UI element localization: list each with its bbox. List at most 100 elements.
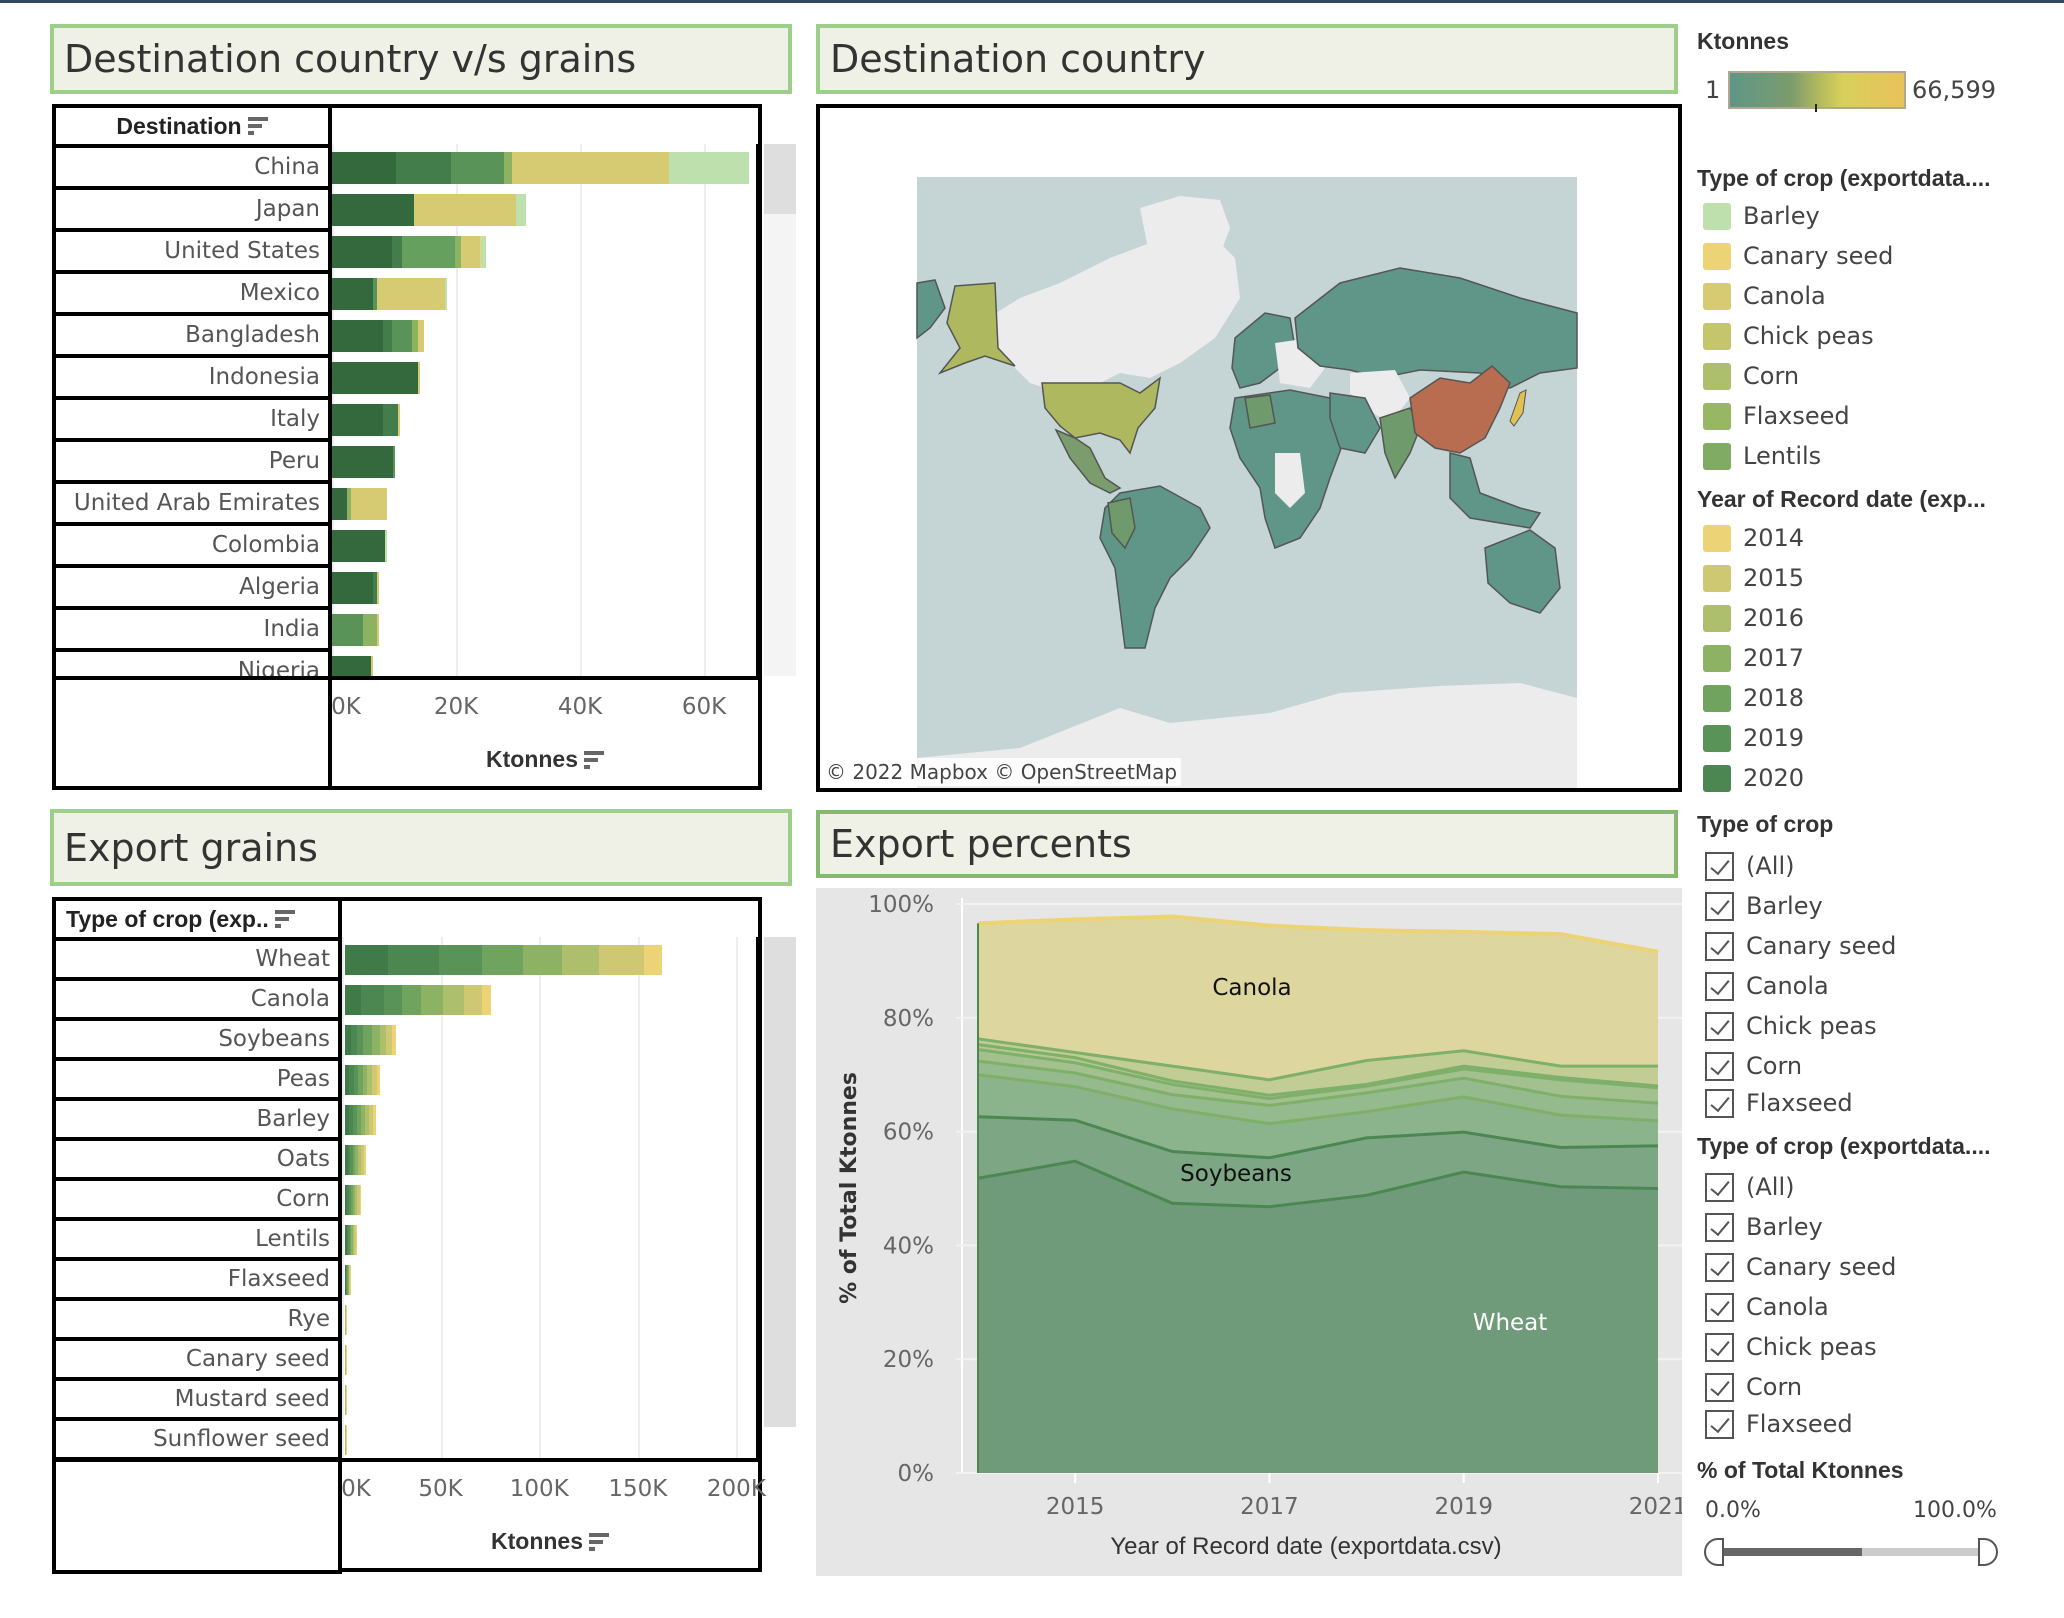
destination-bar-segment[interactable] [346,488,351,520]
destination-row-label[interactable]: Japan [52,186,332,232]
crop-bar-segment[interactable] [348,1105,354,1135]
crop-bar-segment[interactable] [379,1025,386,1055]
destination-row-label[interactable]: United States [52,228,332,274]
crop-bar-segment[interactable] [387,945,440,975]
checkbox-checked[interactable] [1705,891,1734,921]
crop-filter-option[interactable]: Flaxseed [1690,1088,1853,1118]
destination-bar-segment[interactable] [332,656,372,676]
destination-row-label[interactable]: Colombia [52,522,332,568]
crop-bar-segment[interactable] [420,985,444,1015]
crop-bar-segment[interactable] [347,1145,351,1175]
destination-bar-segment[interactable] [383,320,392,352]
destination-bar-segment[interactable] [377,614,380,646]
destination-row-label[interactable]: Indonesia [52,354,332,400]
crop-legend-item[interactable]: Canary seed [1697,242,1893,270]
checkbox-checked[interactable] [1705,971,1734,1001]
crop-bar-segment[interactable] [345,1025,352,1055]
destination-bar-segment[interactable] [391,320,412,352]
crop-bar-segment[interactable] [371,1025,380,1055]
destination-bar-segment[interactable] [481,236,486,268]
destination-bar-segment[interactable] [371,656,373,676]
checkbox-checked[interactable] [1705,1172,1734,1202]
crop-bar-segment[interactable] [367,1065,373,1095]
crop-filter-2-option[interactable]: (All) [1690,1169,1794,1205]
crop-bar-segment[interactable] [345,1305,347,1335]
crop-bar-segment[interactable] [363,1025,372,1055]
crop-bar-segment[interactable] [383,985,403,1015]
export-grains-scrollbar-thumb[interactable] [764,937,796,1427]
crop-filter-2-option[interactable]: Canola [1690,1289,1829,1325]
crop-bar-segment[interactable] [356,1225,358,1255]
destination-bar-segment[interactable] [332,362,419,394]
crop-bar-segment[interactable] [357,1025,364,1055]
checkbox-checked[interactable] [1705,1332,1734,1362]
pct-slider-track[interactable] [1862,1548,1980,1556]
destination-scrollbar-thumb[interactable] [764,144,796,214]
year-legend-item[interactable]: 2019 [1697,724,1804,752]
crop-filter-option[interactable]: Canola [1690,968,1829,1004]
sort-icon[interactable] [589,1532,609,1551]
export-grains-axis-title[interactable]: Ktonnes [342,1528,758,1555]
destination-bar-segment[interactable] [332,446,394,478]
crop-bar-segment[interactable] [348,1065,354,1095]
crop-filter-2-option[interactable]: Corn [1690,1369,1802,1405]
world-map[interactable] [820,108,1678,788]
crop-row-label[interactable]: Wheat [52,937,342,981]
crop-bar-segment[interactable] [346,1265,347,1295]
destination-bar-segment[interactable] [451,152,504,184]
crop-bar-segment[interactable] [523,945,562,975]
crop-filter-2-option[interactable]: Barley [1690,1209,1823,1245]
crop-bar-segment[interactable] [345,1265,347,1295]
crop-bar-segment[interactable] [352,1225,355,1255]
crop-bar-segment[interactable] [463,985,483,1015]
crop-bar-segment[interactable] [348,1225,350,1255]
crop-legend-item[interactable]: Corn [1697,362,1799,390]
destination-bar-segment[interactable] [385,530,388,562]
destination-bar-segment[interactable] [511,152,670,184]
crop-bar-segment[interactable] [355,1185,358,1215]
crop-filter-option[interactable]: Canary seed [1690,928,1896,964]
crop-bar-segment[interactable] [365,1105,370,1135]
crop-bar-segment[interactable] [369,1105,374,1135]
destination-bar-segment[interactable] [444,278,447,310]
crop-bar-segment[interactable] [482,945,524,975]
crop-bar-segment[interactable] [643,945,663,975]
crop-bar-segment[interactable] [345,1385,347,1415]
sort-icon[interactable] [274,910,295,928]
destination-bar-segment[interactable] [479,236,482,268]
crop-bar-segment[interactable] [351,1225,353,1255]
crop-bar-segment[interactable] [359,1185,362,1215]
crop-bar-segment[interactable] [345,1265,346,1295]
destination-row-label[interactable]: United Arab Emirates [52,480,332,526]
sort-icon[interactable] [584,750,604,769]
crop-filter-2-option[interactable]: Flaxseed [1690,1409,1853,1439]
crop-row-label[interactable]: Oats [52,1137,342,1181]
destination-bar-segment[interactable] [418,362,421,394]
crop-bar-segment[interactable] [360,1145,364,1175]
crop-bar-segment[interactable] [402,985,421,1015]
destination-bar-segment[interactable] [332,152,396,184]
year-legend-item[interactable]: 2014 [1697,524,1804,552]
destination-scrollbar-track[interactable] [764,144,796,676]
crop-bar-segment[interactable] [372,1065,377,1095]
destination-bar-segment[interactable] [332,320,384,352]
crop-bar-segment[interactable] [345,1145,348,1175]
year-legend-item[interactable]: 2015 [1697,564,1804,592]
year-legend-item[interactable]: 2020 [1697,764,1804,792]
checkbox-checked[interactable] [1705,1409,1734,1439]
crop-filter-option[interactable]: (All) [1690,848,1794,884]
destination-bar-segment[interactable] [332,194,414,226]
destination-bar-segment[interactable] [402,236,455,268]
destination-bar-segment[interactable] [418,320,425,352]
crop-bar-segment[interactable] [349,1225,352,1255]
crop-bar-segment[interactable] [363,1145,366,1175]
pct-slider-min-handle[interactable] [1704,1538,1724,1566]
crop-bar-segment[interactable] [482,985,491,1015]
checkbox-checked[interactable] [1705,931,1734,961]
crop-row-label[interactable]: Peas [52,1057,342,1101]
destination-bar-segment[interactable] [460,236,480,268]
destination-bar-segment[interactable] [332,572,373,604]
pct-slider-max-handle[interactable] [1978,1538,1998,1566]
crop-row-label[interactable]: Canola [52,977,342,1021]
crop-bar-segment[interactable] [347,1265,349,1295]
